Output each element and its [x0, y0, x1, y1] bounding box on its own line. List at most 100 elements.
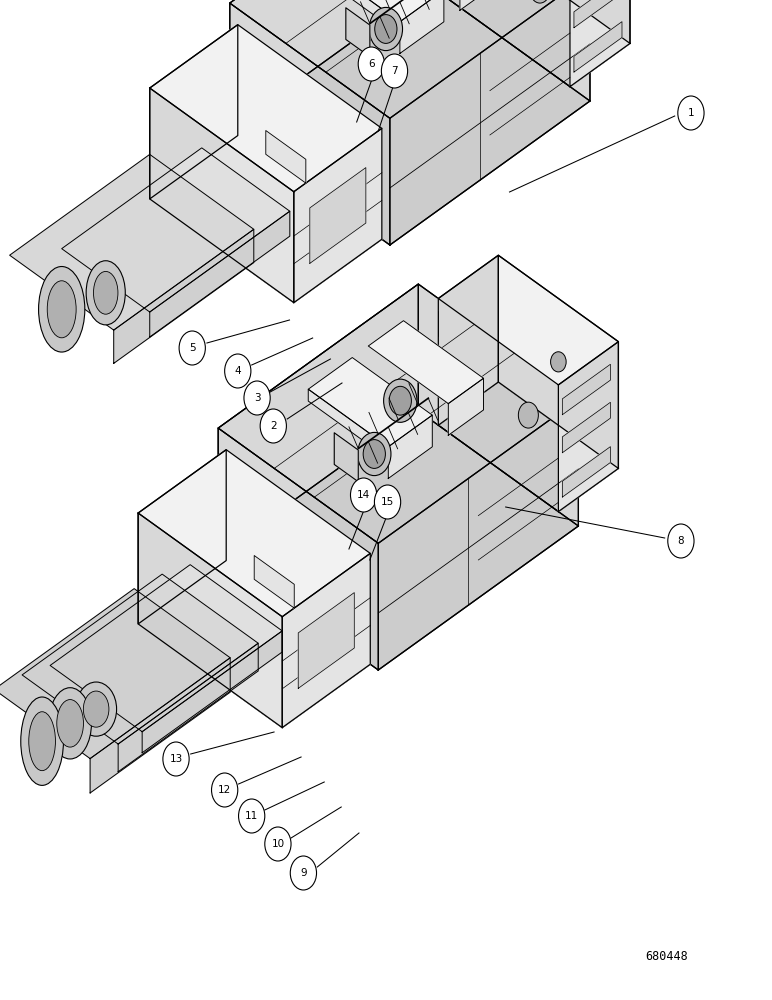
Circle shape — [225, 354, 251, 388]
Polygon shape — [150, 136, 382, 303]
Circle shape — [374, 15, 397, 43]
Polygon shape — [283, 553, 371, 728]
Polygon shape — [138, 513, 283, 728]
Circle shape — [518, 402, 538, 428]
Circle shape — [357, 432, 391, 476]
Polygon shape — [334, 433, 358, 482]
Circle shape — [381, 54, 408, 88]
Polygon shape — [460, 0, 495, 10]
Polygon shape — [230, 0, 590, 118]
Circle shape — [244, 381, 270, 415]
Polygon shape — [562, 447, 611, 497]
Polygon shape — [266, 131, 306, 183]
Polygon shape — [230, 3, 390, 245]
Polygon shape — [254, 556, 294, 608]
Ellipse shape — [21, 697, 63, 785]
Circle shape — [350, 478, 377, 512]
Circle shape — [384, 379, 417, 422]
Text: 8: 8 — [678, 536, 684, 546]
Polygon shape — [510, 0, 630, 43]
Polygon shape — [346, 8, 370, 57]
Text: 4: 4 — [235, 366, 241, 376]
Polygon shape — [310, 168, 366, 263]
Polygon shape — [562, 364, 611, 415]
Polygon shape — [438, 255, 618, 385]
Ellipse shape — [93, 271, 118, 314]
Circle shape — [369, 7, 402, 51]
Polygon shape — [218, 284, 418, 555]
Polygon shape — [138, 450, 226, 624]
Polygon shape — [230, 0, 590, 245]
Polygon shape — [450, 0, 630, 87]
Polygon shape — [50, 565, 283, 732]
Polygon shape — [320, 0, 400, 34]
Polygon shape — [298, 593, 354, 688]
Polygon shape — [558, 342, 618, 512]
Polygon shape — [438, 255, 499, 425]
Text: 12: 12 — [218, 785, 232, 795]
Ellipse shape — [83, 691, 109, 727]
Polygon shape — [294, 128, 382, 303]
Polygon shape — [574, 0, 622, 28]
Polygon shape — [308, 389, 388, 459]
Text: 5: 5 — [189, 343, 195, 353]
Polygon shape — [378, 399, 578, 670]
Ellipse shape — [86, 261, 125, 325]
Polygon shape — [320, 0, 444, 22]
Polygon shape — [10, 154, 254, 330]
Polygon shape — [218, 428, 378, 670]
Polygon shape — [22, 574, 258, 744]
Circle shape — [530, 0, 550, 3]
Circle shape — [363, 440, 385, 468]
Polygon shape — [150, 25, 382, 192]
Polygon shape — [138, 561, 371, 728]
Circle shape — [550, 352, 566, 372]
Circle shape — [358, 47, 384, 81]
Polygon shape — [418, 284, 578, 526]
Polygon shape — [368, 321, 483, 404]
Circle shape — [374, 485, 401, 519]
Text: 14: 14 — [357, 490, 371, 500]
Text: 1: 1 — [688, 108, 694, 118]
Ellipse shape — [49, 688, 91, 759]
Circle shape — [212, 773, 238, 807]
Ellipse shape — [47, 281, 76, 338]
Polygon shape — [574, 22, 622, 72]
Ellipse shape — [76, 682, 117, 736]
Circle shape — [260, 409, 286, 443]
Polygon shape — [218, 411, 578, 670]
Polygon shape — [390, 0, 590, 245]
Ellipse shape — [29, 712, 56, 771]
Polygon shape — [449, 378, 483, 435]
Polygon shape — [438, 382, 618, 512]
Circle shape — [668, 524, 694, 558]
Polygon shape — [90, 658, 230, 793]
Text: 11: 11 — [245, 811, 259, 821]
Polygon shape — [308, 358, 432, 447]
Text: 15: 15 — [381, 497, 394, 507]
Circle shape — [389, 386, 411, 415]
Ellipse shape — [39, 267, 85, 352]
Polygon shape — [430, 0, 590, 101]
Polygon shape — [0, 589, 230, 759]
Ellipse shape — [57, 700, 83, 747]
Text: 680448: 680448 — [645, 950, 688, 962]
Polygon shape — [230, 0, 430, 130]
Polygon shape — [400, 0, 444, 53]
Polygon shape — [118, 643, 258, 772]
Polygon shape — [388, 415, 432, 478]
Polygon shape — [138, 450, 371, 617]
Polygon shape — [570, 0, 630, 87]
Polygon shape — [150, 211, 290, 337]
Circle shape — [239, 799, 265, 833]
Circle shape — [678, 96, 704, 130]
Polygon shape — [499, 255, 618, 468]
Polygon shape — [562, 402, 611, 453]
Circle shape — [265, 827, 291, 861]
Text: 7: 7 — [391, 66, 398, 76]
Polygon shape — [113, 229, 254, 363]
Polygon shape — [218, 284, 578, 543]
Text: 13: 13 — [169, 754, 183, 764]
Circle shape — [179, 331, 205, 365]
Text: 6: 6 — [368, 59, 374, 69]
